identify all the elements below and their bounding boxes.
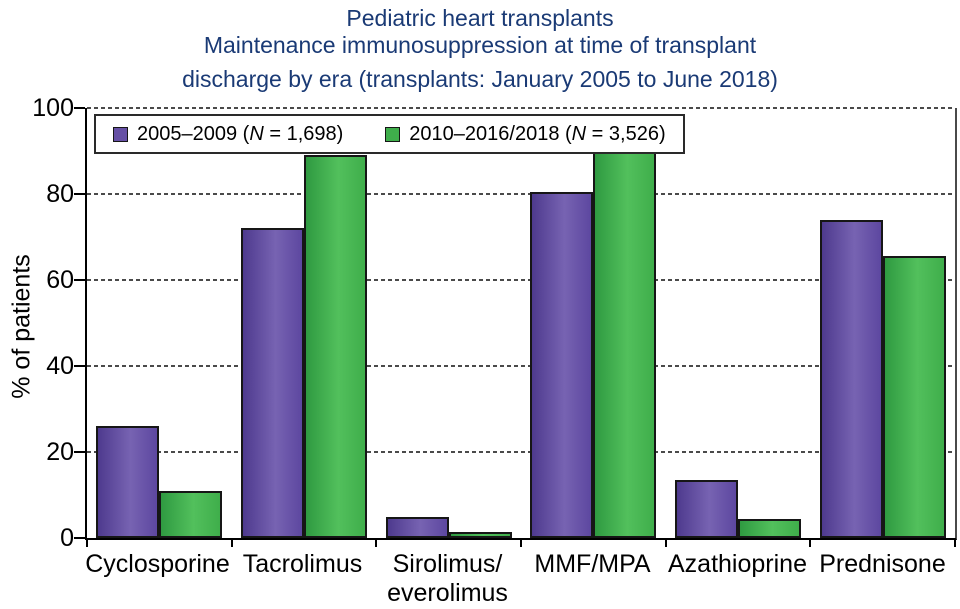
legend-item-2005-2009: 2005–2009 (N = 1,698) — [113, 123, 343, 146]
category-label-mmf-mpa: MMF/MPA — [534, 550, 651, 578]
legend-item-2010-2016-2018: 2010–2016/2018 (N = 3,526) — [385, 122, 666, 146]
bar-group-sirolimus-everolimus — [376, 108, 521, 538]
title-line-1: Pediatric heart transplants — [346, 5, 614, 31]
y-tick-mark-0 — [74, 537, 85, 539]
gridline-60 — [87, 279, 955, 281]
y-tick-mark-100 — [74, 107, 85, 109]
y-tick-label-40: 40 — [46, 352, 74, 380]
x-tick-mark-4 — [664, 538, 667, 547]
bar-2010-2016-2018-azathioprine — [738, 518, 802, 538]
category-label-prednisone: Prednisone — [819, 550, 946, 578]
bar-group-mmf-mpa — [521, 108, 666, 538]
bar-group-azathioprine — [666, 108, 811, 538]
bar-2010-2016-2018-tacrolimus — [304, 155, 367, 538]
plot-area: 2005–2009 (N = 1,698) 2010–2016/2018 (N =… — [74, 107, 957, 547]
y-tick-mark-80 — [74, 193, 85, 195]
legend: 2005–2009 (N = 1,698) 2010–2016/2018 (N =… — [94, 114, 685, 154]
y-tick-label-80: 80 — [46, 180, 74, 208]
y-tick-mark-60 — [74, 279, 85, 281]
bar-group-tacrolimus — [232, 108, 377, 538]
bar-2005-2009-prednisone — [819, 219, 883, 538]
bar-groups — [87, 108, 955, 538]
legend-label: 2005–2009 (N = 1,698) — [137, 122, 344, 145]
category-label-tacrolimus: Tacrolimus — [242, 550, 363, 578]
bar-2005-2009-mmf-mpa — [530, 191, 594, 538]
gridline-40 — [87, 365, 955, 367]
title-line-3: discharge by era (transplants: January 2… — [182, 66, 778, 92]
x-tick-mark-0 — [86, 538, 88, 547]
y-tick-label-20: 20 — [46, 438, 74, 466]
y-tick-label-0: 0 — [60, 524, 74, 552]
bar-group-cyclosporine — [87, 108, 232, 538]
legend-swatch-green — [385, 126, 401, 142]
y-tick-mark-20 — [74, 451, 85, 453]
gridline-20 — [87, 451, 955, 453]
category-label-azathioprine: Azathioprine — [668, 550, 807, 578]
bar-2010-2016-2018-prednisone — [882, 256, 946, 538]
x-category-labels: Cyclosporine Tacrolimus Sirolimus/everolim… — [85, 550, 955, 608]
bar-2010-2016-2018-sirolimus-everolimus — [448, 531, 512, 538]
bar-2010-2016-2018-cyclosporine — [159, 490, 223, 538]
gridline-80 — [87, 193, 955, 195]
chart-title: Pediatric heart transplants Maintenance … — [0, 5, 960, 93]
x-tick-mark-5 — [809, 538, 812, 547]
x-tick-mark-2 — [375, 538, 378, 547]
bar-2005-2009-azathioprine — [675, 479, 739, 538]
x-tick-mark-3 — [520, 538, 522, 547]
y-tick-label-100: 100 — [32, 94, 74, 122]
legend-swatch-purple — [113, 126, 128, 142]
bar-group-prednisone — [810, 108, 955, 538]
x-tick-mark-6 — [954, 538, 956, 547]
category-label-cyclosporine: Cyclosporine — [85, 550, 230, 578]
bar-2005-2009-sirolimus-everolimus — [385, 516, 449, 538]
y-tick-label-60: 60 — [46, 266, 74, 294]
legend-label: 2010–2016/2018 (N = 3,526) — [409, 122, 666, 145]
x-tick-mark-1 — [230, 538, 233, 547]
bar-2010-2016-2018-mmf-mpa — [593, 133, 657, 538]
category-label-sirolimus-everolimus: Sirolimus/everolimus — [387, 550, 508, 607]
bar-2005-2009-cyclosporine — [96, 426, 160, 538]
y-tick-mark-40 — [74, 365, 85, 367]
title-line-2: Maintenance immunosuppression at time of… — [203, 32, 757, 58]
bar-2005-2009-tacrolimus — [241, 228, 304, 538]
gridline-100 — [87, 107, 955, 109]
